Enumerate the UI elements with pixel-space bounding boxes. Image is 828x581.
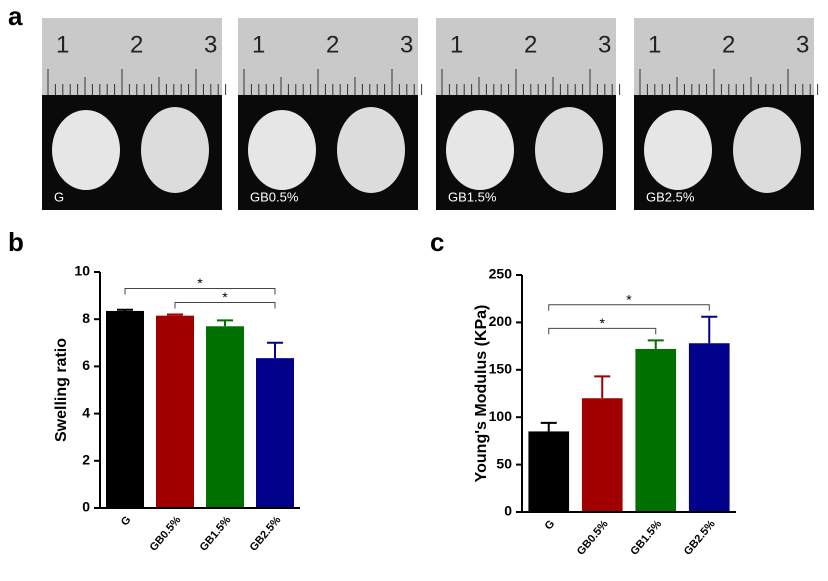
significance-mark: * [600, 315, 606, 331]
ruler [436, 18, 616, 95]
error-bar [167, 313, 183, 316]
error-bar [217, 319, 233, 327]
ruler-number: 2 [722, 31, 735, 58]
ruler [42, 18, 222, 95]
significance-bracket [548, 327, 657, 335]
ruler-number: 2 [130, 31, 143, 58]
bar [688, 343, 730, 512]
sample-disc [733, 107, 801, 193]
y-tick-label: 8 [82, 310, 90, 326]
x-tick-label: G [119, 514, 134, 528]
error-bar [594, 375, 611, 399]
y-tick-label: 100 [489, 408, 513, 424]
bar [635, 348, 677, 512]
x-tick-label: GB0.5% [148, 514, 184, 554]
sample-disc [535, 107, 603, 193]
y-tick-label: 6 [82, 357, 90, 373]
ruler-number: 3 [400, 31, 413, 58]
panel-label: c [430, 227, 444, 257]
bar [581, 398, 623, 512]
significance-bracket [124, 287, 276, 295]
ruler [634, 18, 814, 95]
significance-mark: * [222, 289, 228, 305]
bar [206, 326, 244, 508]
bar [256, 358, 294, 508]
y-tick-label: 0 [82, 499, 90, 515]
error-bar [540, 421, 557, 432]
significance-mark: * [626, 291, 632, 307]
ruler-number: 1 [56, 31, 69, 58]
error-bar [117, 308, 133, 311]
y-tick-label: 0 [504, 503, 512, 519]
sample-disc [446, 110, 514, 190]
ruler-number: 2 [326, 31, 339, 58]
x-tick-label: GB1.5% [628, 518, 664, 558]
panel-label: b [8, 227, 24, 257]
error-bar [647, 339, 664, 349]
sample-label: GB1.5% [448, 189, 497, 204]
ruler-number: 1 [450, 31, 463, 58]
sample-label: G [54, 189, 64, 204]
y-tick-label: 50 [496, 455, 512, 471]
ruler [238, 18, 418, 95]
sample-disc [337, 107, 405, 193]
sample-label: GB2.5% [646, 189, 695, 204]
ruler-number: 3 [204, 31, 217, 58]
significance-bracket [548, 304, 710, 311]
x-tick-label: G [543, 518, 558, 532]
y-tick-label: 200 [489, 313, 513, 329]
bar [156, 315, 194, 508]
significance-bracket [174, 301, 276, 309]
x-tick-label: GB1.5% [198, 514, 234, 554]
x-tick-label: GB2.5% [682, 518, 718, 558]
y-axis-label: Swelling ratio [53, 338, 70, 442]
panel-label: a [8, 1, 23, 31]
ruler-number: 1 [648, 31, 661, 58]
sample-disc [248, 110, 316, 190]
bar [106, 310, 144, 508]
axes [99, 272, 300, 509]
y-tick-label: 150 [489, 361, 513, 377]
y-tick-label: 250 [489, 266, 513, 282]
y-tick-label: 2 [82, 452, 90, 468]
error-bar [701, 315, 718, 344]
y-tick-label: 4 [82, 404, 90, 420]
x-tick-label: GB0.5% [575, 518, 611, 558]
x-tick-label: GB2.5% [248, 514, 284, 554]
bar [528, 431, 570, 512]
ruler-number: 2 [524, 31, 537, 58]
error-bar [267, 341, 283, 359]
significance-mark: * [197, 275, 203, 291]
sample-label: GB0.5% [250, 189, 299, 204]
sample-disc [644, 110, 712, 190]
axes [521, 275, 736, 513]
sample-disc [141, 107, 209, 193]
ruler-number: 3 [598, 31, 611, 58]
y-tick-label: 10 [74, 263, 90, 279]
ruler-number: 3 [796, 31, 809, 58]
sample-disc [52, 110, 120, 190]
y-axis-label: Young's Modulus (KPa) [473, 305, 490, 483]
ruler-number: 1 [252, 31, 265, 58]
